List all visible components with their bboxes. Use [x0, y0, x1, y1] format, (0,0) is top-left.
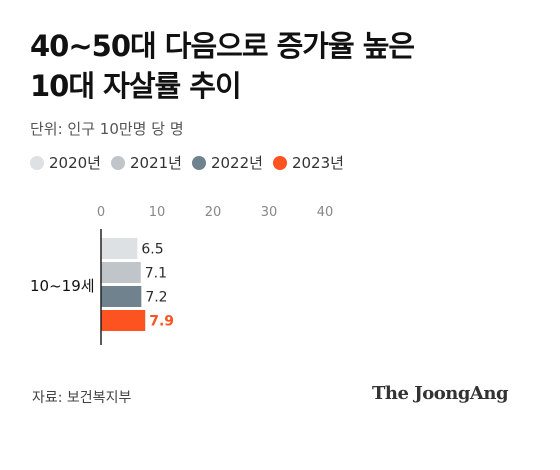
bar-2020년	[101, 238, 138, 259]
chart-title-line-1: 40~50대 다음으로 증가율 높은	[30, 29, 415, 63]
legend-swatch-2020	[30, 155, 44, 170]
legend-swatch-2022	[191, 155, 206, 170]
publisher-logo: The JoongAng	[372, 383, 509, 404]
data-label: 7.1	[145, 266, 167, 282]
data-label: 6.5	[141, 242, 163, 258]
bar-2023년	[101, 310, 146, 331]
chart-title-line-2: 10대 자살률 추이	[30, 69, 242, 103]
data-label: 7.9	[149, 314, 174, 330]
x-tick-label: 30	[261, 205, 278, 220]
legend-label-2022: 2022년	[210, 154, 263, 172]
x-tick-label: 40	[317, 205, 334, 220]
bar-2021년	[101, 262, 141, 283]
legend: 2020년 2021년 2022년 2023년	[30, 152, 354, 173]
legend-item-2022: 2022년	[191, 152, 263, 173]
legend-label-2021: 2021년	[129, 154, 182, 172]
source-note: 자료: 보건복지부	[32, 390, 132, 406]
legend-label-2023: 2023년	[291, 154, 344, 172]
category-label: 10~19세	[30, 277, 95, 295]
x-tick-label: 20	[205, 205, 222, 220]
legend-swatch-2021	[110, 155, 125, 170]
chart-title: 40~50대 다음으로 증가율 높은 10대 자살률 추이	[30, 26, 415, 106]
legend-item-2021: 2021년	[110, 152, 182, 173]
x-tick-label: 0	[97, 205, 105, 220]
legend-item-2023: 2023년	[272, 152, 344, 173]
unit-label: 단위: 인구 10만명 당 명	[30, 120, 184, 138]
legend-item-2020: 2020년	[30, 152, 101, 173]
x-tick-label: 10	[149, 205, 166, 220]
bar-2022년	[101, 286, 142, 307]
legend-label-2020: 2020년	[49, 154, 101, 172]
legend-swatch-2023	[272, 155, 287, 170]
data-label: 7.2	[145, 290, 167, 306]
